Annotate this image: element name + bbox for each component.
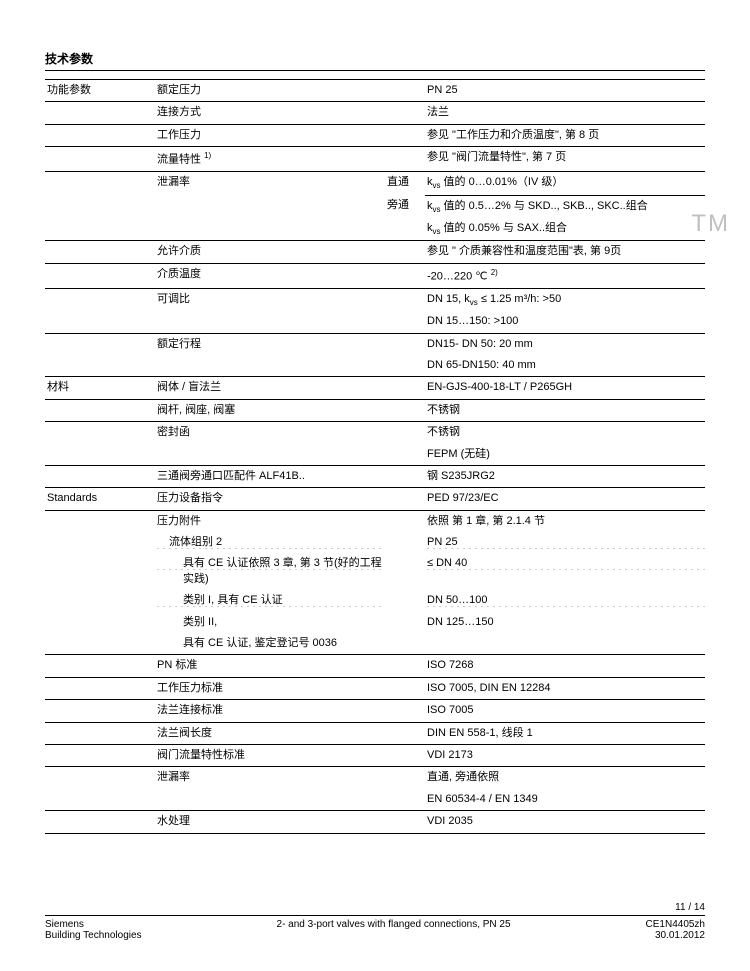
value: DN15- DN 50: 20 mm xyxy=(425,333,705,355)
param: 工作压力 xyxy=(155,124,385,146)
value: FEPM (无硅) xyxy=(425,444,705,466)
param: 介质温度 xyxy=(155,263,385,288)
category-standards: Standards xyxy=(45,488,155,510)
value: PN 25 xyxy=(425,80,705,102)
param: 允许介质 xyxy=(155,241,385,263)
value: 不锈钢 xyxy=(425,422,705,444)
value: kvs 值的 0.05% 与 SAX..组合 xyxy=(425,218,705,241)
param: 具有 CE 认证, 鉴定登记号 0036 xyxy=(155,633,385,655)
param: 压力附件 xyxy=(155,510,385,532)
value: 钢 S235JRG2 xyxy=(425,465,705,487)
trademark-watermark: TM xyxy=(691,210,730,238)
section-title: 技术参数 xyxy=(45,50,705,71)
param: 压力设备指令 xyxy=(155,488,385,510)
value: ISO 7268 xyxy=(425,655,705,677)
value: PN 25 xyxy=(425,532,705,553)
param: PN 标准 xyxy=(155,655,385,677)
value: VDI 2035 xyxy=(425,811,705,833)
param: 密封函 xyxy=(155,422,385,444)
value: VDI 2173 xyxy=(425,744,705,766)
param: 阀门流量特性标准 xyxy=(155,744,385,766)
footer-division: Building Technologies xyxy=(45,930,142,941)
value: DN 50…100 xyxy=(425,590,705,611)
category-func: 功能参数 xyxy=(45,80,155,102)
value: -20…220 ℃ 2) xyxy=(425,263,705,288)
param: 额定行程 xyxy=(155,333,385,355)
param: 泄漏率 xyxy=(155,172,385,195)
value: kvs 值的 0.5…2% 与 SKD.., SKB.., SKC..组合 xyxy=(425,195,705,218)
value: DN 65-DN150: 40 mm xyxy=(425,355,705,377)
value: 不锈钢 xyxy=(425,399,705,421)
value: EN 60534-4 / EN 1349 xyxy=(425,789,705,811)
sub-label: 旁通 xyxy=(385,195,425,218)
param: 连接方式 xyxy=(155,102,385,124)
param: 阀体 / 盲法兰 xyxy=(155,377,385,399)
value: 参见 "工作压力和介质温度", 第 8 页 xyxy=(425,124,705,146)
footer-doc-title: 2- and 3-port valves with flanged connec… xyxy=(142,919,646,941)
value: DN 125…150 xyxy=(425,612,705,633)
page-footer: 11 / 14 Siemens Building Technologies 2-… xyxy=(45,902,705,941)
param: 具有 CE 认证依照 3 章, 第 3 节(好的工程实践) xyxy=(155,553,385,590)
footer-date: 30.01.2012 xyxy=(646,930,705,941)
value: 参见 " 介质兼容性和温度范围"表, 第 9页 xyxy=(425,241,705,263)
spec-table: 功能参数 额定压力 PN 25 连接方式 法兰 工作压力 参见 "工作压力和介质温度… xyxy=(45,79,705,840)
param: 三通阀旁通口匹配件 ALF41B.. xyxy=(155,465,385,487)
sub-label: 直通 xyxy=(385,172,425,195)
param: 流量特性 1) xyxy=(155,147,385,172)
param: 可调比 xyxy=(155,288,385,311)
value: ISO 7005 xyxy=(425,700,705,722)
page-number: 11 / 14 xyxy=(45,902,705,913)
param: 泄漏率 xyxy=(155,767,385,789)
value: 直通, 旁通依照 xyxy=(425,767,705,789)
value: EN-GJS-400-18-LT / P265GH xyxy=(425,377,705,399)
value: 法兰 xyxy=(425,102,705,124)
footer-company: Siemens xyxy=(45,919,142,930)
value: ≤ DN 40 xyxy=(425,553,705,590)
param: 法兰阀长度 xyxy=(155,722,385,744)
value: DIN EN 558-1, 线段 1 xyxy=(425,722,705,744)
value: 依照 第 1 章, 第 2.1.4 节 xyxy=(425,510,705,532)
value: ISO 7005, DIN EN 12284 xyxy=(425,677,705,699)
value: kvs 值的 0…0.01%（IV 级） xyxy=(425,172,705,195)
param: 类别 II, xyxy=(155,612,385,633)
value: DN 15, kvs ≤ 1.25 m³/h: >50 xyxy=(425,288,705,311)
param: 流体组别 2 xyxy=(155,532,385,553)
param: 水处理 xyxy=(155,811,385,833)
value: DN 15…150: >100 xyxy=(425,311,705,333)
value: PED 97/23/EC xyxy=(425,488,705,510)
param: 阀杆, 阀座, 阀塞 xyxy=(155,399,385,421)
category-material: 材料 xyxy=(45,377,155,399)
param: 类别 I, 具有 CE 认证 xyxy=(155,590,385,611)
value: 参见 "阀门流量特性", 第 7 页 xyxy=(425,147,705,172)
param: 法兰连接标准 xyxy=(155,700,385,722)
footer-doc-id: CE1N4405zh xyxy=(646,919,705,930)
param: 工作压力标准 xyxy=(155,677,385,699)
param: 额定压力 xyxy=(155,80,385,102)
